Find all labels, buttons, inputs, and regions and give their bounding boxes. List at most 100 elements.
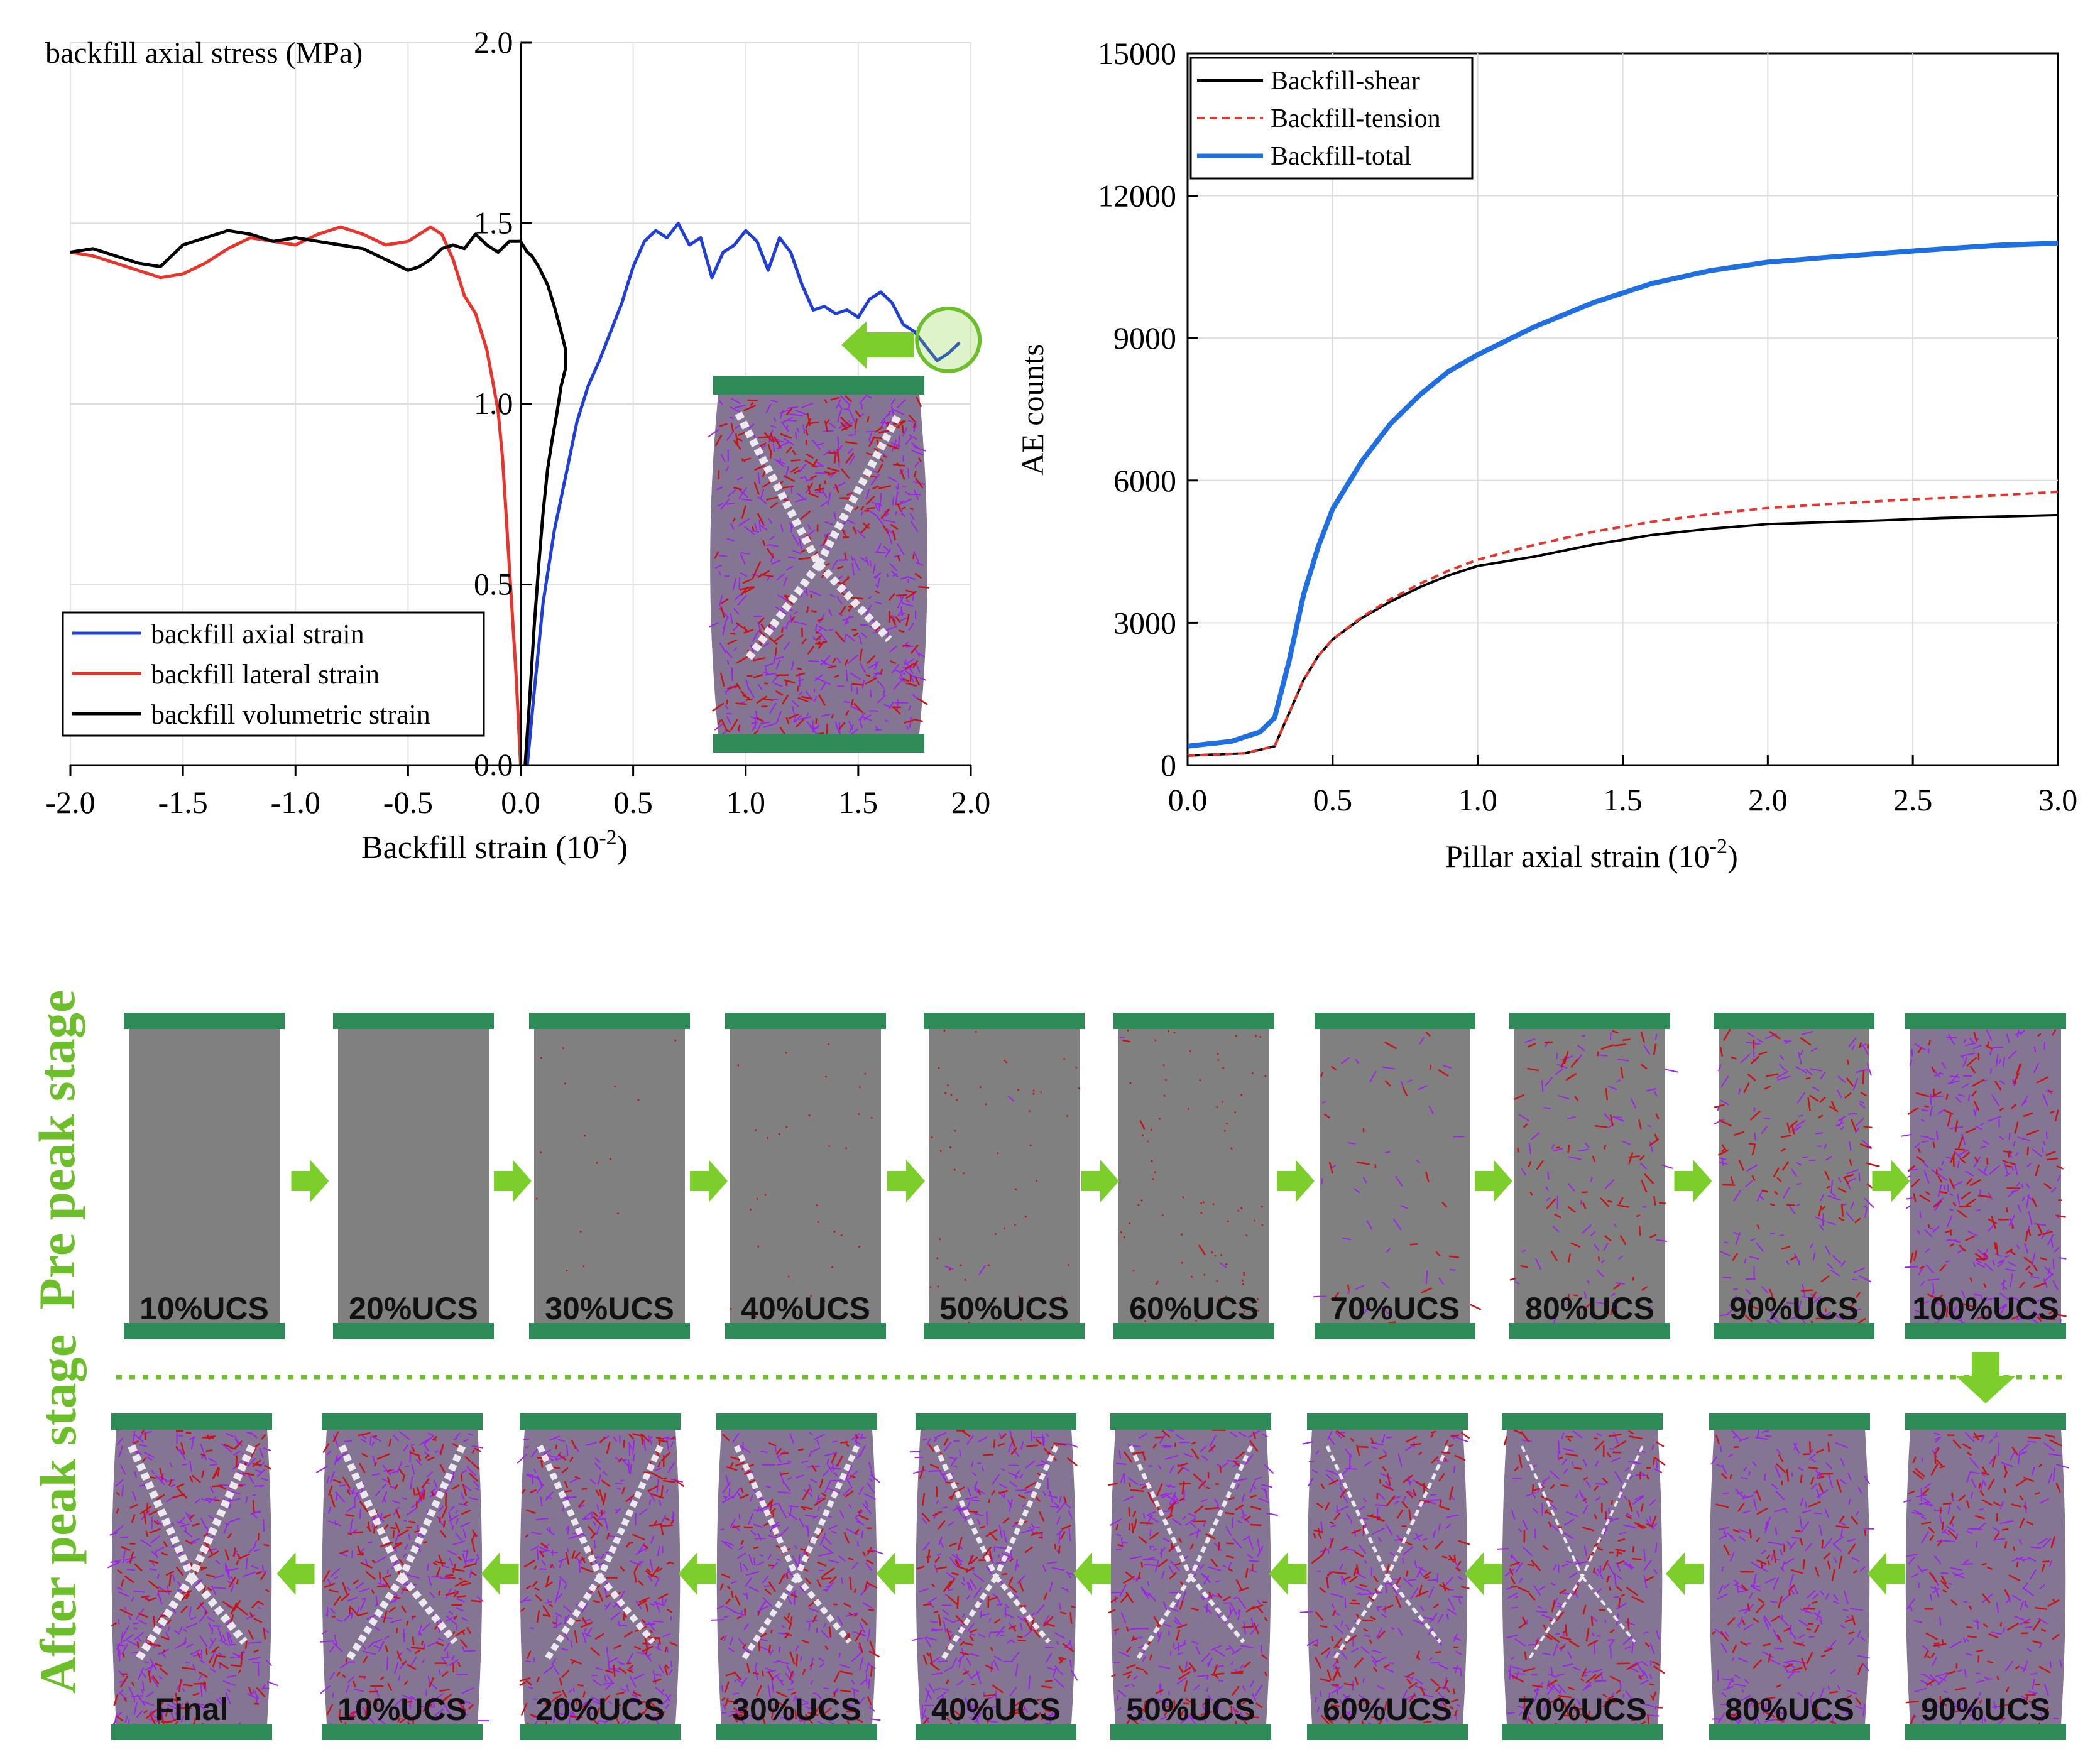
top-platen <box>1905 1413 2066 1430</box>
pre-peak-row: 10%UCS 20%UCS 30%UCS 40%UCS 50%UCS 60%UCS 70%U… <box>124 1013 2067 1339</box>
pre-stage-label: 20%UCS <box>349 1291 478 1326</box>
left-x-tick-label: 0.0 <box>501 785 540 820</box>
top-platen <box>124 1013 285 1029</box>
top-platen <box>529 1013 690 1029</box>
crack-lines-purple <box>944 1096 1015 1275</box>
top-platen <box>1307 1413 1468 1430</box>
shear-band <box>128 1444 256 1661</box>
right-legend-label-shear: Backfill-shear <box>1271 67 1420 95</box>
pre-peak-stage-label: Pre peak stage <box>28 990 85 1310</box>
shear-band <box>1129 1445 1253 1660</box>
specimen-cracks <box>1509 1030 1679 1335</box>
crack-lines-red <box>929 1029 1080 1324</box>
crack-lines-red <box>1120 1029 1267 1323</box>
shear-band <box>734 1445 860 1660</box>
bottom-platen <box>520 1724 681 1740</box>
specimen-pre-3 <box>725 1013 886 1339</box>
specimen-pre-1 <box>333 1013 494 1339</box>
left-y-tick-label: 1.0 <box>474 386 513 421</box>
right-y-tick-label: 0 <box>1161 748 1176 783</box>
specimen-body <box>929 1029 1080 1323</box>
right-x-tick-label: 1.5 <box>1603 782 1643 817</box>
right-x-tick-label: 2.0 <box>1748 782 1788 817</box>
left-x-tick-label: 1.5 <box>839 785 878 820</box>
left-legend-label-axial: backfill axial strain <box>151 619 364 650</box>
crack-lines-purple <box>1710 1429 1874 1734</box>
top-platen <box>1905 1013 2066 1029</box>
top-platen <box>333 1013 494 1029</box>
after-stage-label: 90%UCS <box>1921 1692 2050 1727</box>
right-arrow-icon <box>1872 1160 1910 1202</box>
after-stage-label: 40%UCS <box>931 1692 1061 1727</box>
crack-lines-purple <box>1119 1036 1227 1268</box>
after-stage-label: 10%UCS <box>337 1692 467 1727</box>
specimen-after-8 <box>1709 1413 1874 1740</box>
right-y-axis-label: AE counts <box>1015 344 1050 476</box>
right-arrow-icon <box>291 1160 329 1202</box>
specimen-pre-8 <box>1714 1013 1880 1339</box>
crack-lines-red <box>711 395 930 739</box>
specimen-cracks <box>517 1433 685 1730</box>
specimen-inset <box>708 376 930 753</box>
pre-stage-label: 80%UCS <box>1525 1291 1654 1326</box>
crack-lines-red <box>535 1039 677 1317</box>
bottom-platen <box>322 1724 483 1740</box>
top-platen <box>1113 1013 1274 1029</box>
after-stage-label: Final <box>155 1692 229 1727</box>
pre-stage-label: 10%UCS <box>139 1291 269 1326</box>
top-platen <box>725 1013 886 1029</box>
crack-lines-red <box>1714 1028 1880 1327</box>
left-y-tick-label: 1.5 <box>474 205 513 241</box>
after-stage-label: 30%UCS <box>732 1692 861 1727</box>
specimen-pre-7 <box>1509 1013 1679 1339</box>
crack-lines-red <box>1311 1430 1470 1729</box>
specimen-body-shade <box>1709 1430 1870 1724</box>
left-series-line-0 <box>525 222 961 766</box>
after-stage-label: 80%UCS <box>1725 1692 1854 1727</box>
specimen-body <box>1514 1029 1665 1323</box>
specimen-cracks <box>1108 1429 1278 1731</box>
right-x-tick-label: 0.5 <box>1313 782 1353 817</box>
left-x-axis-label: Backfill strain (10-2) <box>361 826 628 866</box>
bottom-platen <box>716 1724 877 1740</box>
specimen-cracks <box>711 1432 883 1731</box>
bottom-platen <box>1110 1724 1271 1740</box>
bottom-platen <box>924 1323 1085 1339</box>
down-arrow-icon <box>1955 1352 2016 1403</box>
left-x-tick-label: 2.0 <box>951 785 991 820</box>
left-y-tick-label: 2.0 <box>474 24 513 60</box>
right-x-tick-label: 0.0 <box>1168 782 1208 817</box>
shear-band <box>338 1444 466 1661</box>
left-chart: -2.0 -1.5 -1.0 -0.5 0.0 0.5 1.0 1.5 2.0 0.0 0.5 1.0… <box>45 24 990 866</box>
right-arrow-icon <box>1475 1160 1512 1202</box>
specimen-cracks <box>1714 1028 1880 1327</box>
bottom-platen <box>124 1323 285 1339</box>
specimen-pre-4 <box>924 1013 1085 1339</box>
bottom-platen <box>1502 1724 1663 1740</box>
specimen-body <box>534 1029 685 1323</box>
left-series-group <box>70 222 961 766</box>
specimen-cracks <box>107 1429 279 1733</box>
bottom-platen <box>1113 1323 1274 1339</box>
left-x-tick-label: -0.5 <box>383 785 433 820</box>
left-arrow-icon <box>1666 1552 1704 1595</box>
top-platen <box>716 1413 877 1430</box>
inset-pointer-arrow-icon <box>841 321 914 369</box>
specimen-cracks <box>1903 1432 2070 1734</box>
shear-band <box>1521 1446 1644 1660</box>
right-legend-label-tension: Backfill-tension <box>1271 104 1441 133</box>
right-axes: 0.0 0.5 1.0 1.5 2.0 2.5 3.0 0 3000 6000 9000 12000 1… <box>1098 36 2077 817</box>
right-series-group <box>1187 241 2059 757</box>
top-platen <box>1315 1013 1475 1029</box>
pre-stage-label: 60%UCS <box>1129 1291 1259 1326</box>
bottom-platen <box>1905 1323 2066 1339</box>
left-legend: backfill axial strain backfill lateral s… <box>62 611 485 737</box>
specimen-pre-0 <box>124 1013 285 1339</box>
crack-lines-red <box>719 1434 880 1731</box>
right-arrow-icon <box>690 1160 728 1202</box>
specimen-pre-6 <box>1313 1013 1482 1339</box>
right-series-line-2 <box>1187 241 2059 749</box>
crack-lines-red <box>1320 1031 1482 1324</box>
specimen-cracks <box>1710 1429 1874 1734</box>
